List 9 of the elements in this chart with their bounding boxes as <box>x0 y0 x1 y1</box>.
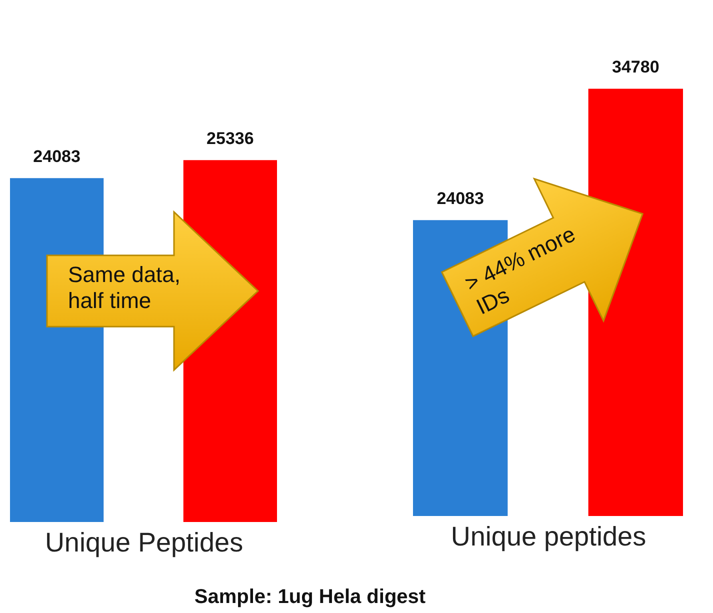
data-label: 24083 <box>33 147 80 166</box>
data-label: 24083 <box>436 189 484 208</box>
x-axis-title: Unique peptides <box>450 522 646 552</box>
x-axis-title: Unique Peptides <box>44 528 244 558</box>
data-label: 25336 <box>206 129 254 148</box>
text: Sample: 1ug Hela digest <box>193 586 427 609</box>
data-label: 34780 <box>612 58 660 77</box>
annotation: > 44% more IDs <box>461 220 580 321</box>
annotation: Same data, half time <box>68 262 182 315</box>
